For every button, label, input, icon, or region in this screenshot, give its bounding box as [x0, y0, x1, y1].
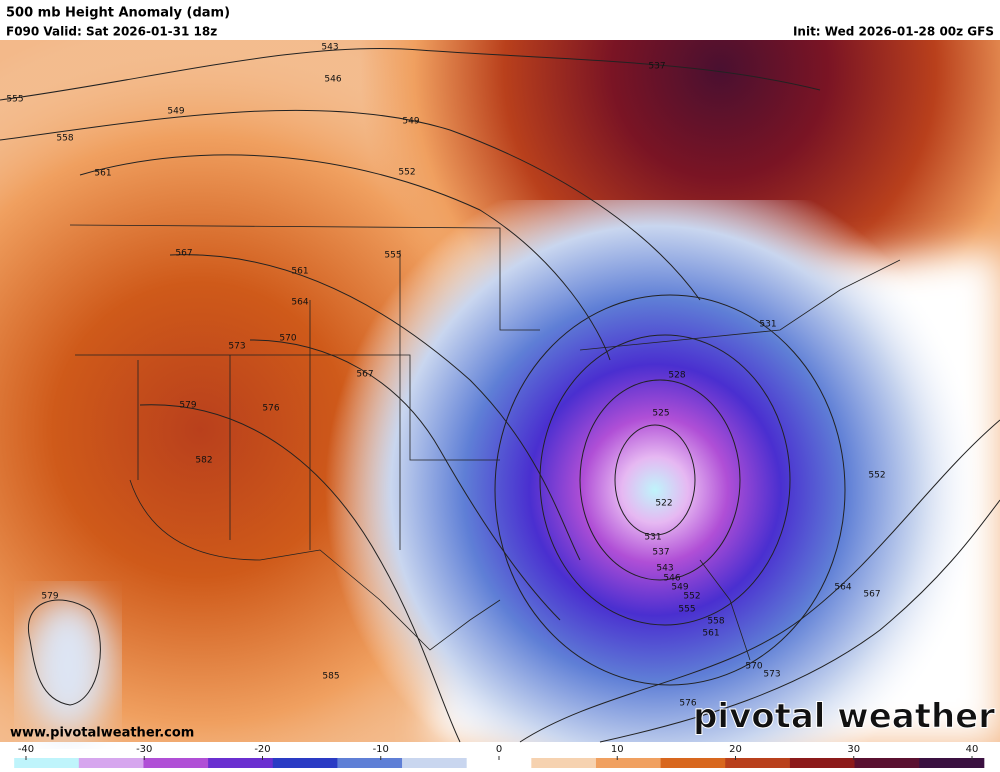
contour-label: 561 [702, 629, 719, 639]
contour-label: 570 [279, 334, 296, 344]
colorbar-tick-label: 40 [966, 744, 979, 755]
contour-label: 564 [834, 583, 851, 593]
contour-label: 585 [322, 672, 339, 682]
colorbar: -40 -30 -20 -10 0 10 20 30 40 [14, 744, 985, 768]
contour-label: 528 [668, 371, 685, 381]
contour-label: 552 [868, 471, 885, 481]
contour-label: 543 [321, 43, 338, 53]
colorbar-swatch [402, 758, 468, 768]
contour-label: 531 [759, 320, 776, 330]
contour-label: 579 [179, 401, 196, 411]
contour-label: 555 [384, 251, 401, 261]
anomaly-field [0, 40, 1000, 742]
colorbar-swatch [14, 758, 80, 768]
colorbar-swatch [272, 758, 338, 768]
contour-label: 546 [663, 574, 680, 584]
contour-label: 582 [195, 456, 212, 466]
contour-label: 531 [644, 533, 661, 543]
colorbar-tick-label: 20 [729, 744, 742, 755]
map-title: 500 mb Height Anomaly (dam) [6, 6, 230, 21]
colorbar-tick-label: -20 [254, 744, 270, 755]
contour-label: 579 [41, 592, 58, 602]
contour-label: 549 [402, 117, 419, 127]
contour-label: 552 [398, 168, 415, 178]
colorbar-tick-label: -10 [373, 744, 389, 755]
contour-label: 564 [291, 298, 308, 308]
contour-label: 537 [648, 62, 665, 72]
contour-label: 561 [94, 169, 111, 179]
contour-label: 567 [863, 590, 880, 600]
contour-label: 576 [262, 404, 279, 414]
contour-label: 558 [707, 617, 724, 627]
contour-label: 567 [356, 370, 373, 380]
colorbar-swatch [854, 758, 920, 768]
colorbar-swatch [789, 758, 856, 768]
colorbar-swatch [919, 758, 985, 768]
contour-label: 552 [683, 592, 700, 602]
contour-label: 558 [56, 134, 73, 144]
colorbar-swatch [78, 758, 144, 768]
colorbar-tick-label: -40 [18, 744, 34, 755]
contour-label: 555 [678, 605, 695, 615]
colorbar-tick-label: 0 [496, 744, 502, 755]
colorbar-swatch [143, 758, 209, 768]
logo: pivotal weather [693, 697, 995, 737]
contour-label: 576 [679, 699, 696, 709]
contour-label: 570 [745, 662, 762, 672]
colorbar-swatch [725, 758, 791, 768]
contour-label: 522 [655, 499, 672, 509]
contour-label: 555 [6, 95, 23, 105]
contours [0, 47, 1000, 743]
colorbar-tick-label: 30 [847, 744, 860, 755]
colorbar-swatch [208, 758, 274, 768]
colorbar-tick-label: -30 [136, 744, 152, 755]
contour-label: 573 [228, 342, 245, 352]
contour-label: 537 [652, 548, 669, 558]
contour-label: 525 [652, 409, 669, 419]
borders [69, 224, 901, 661]
colorbar-swatch [466, 758, 532, 768]
colorbar-swatch [660, 758, 726, 768]
contour-label: 549 [671, 583, 688, 593]
contour-label: 543 [656, 564, 673, 574]
init-time: Init: Wed 2026-01-28 00z GFS [793, 25, 994, 39]
contour-label: 567 [175, 249, 192, 259]
colorbar-tick-label: 10 [611, 744, 624, 755]
valid-time: F090 Valid: Sat 2026-01-31 18z [6, 25, 217, 39]
contour-label: 546 [324, 75, 341, 85]
colorbar-swatch [337, 758, 403, 768]
website: www.pivotalweather.com [10, 726, 194, 741]
contour-label: 573 [763, 670, 780, 680]
colorbar-swatch [595, 758, 662, 768]
contour-label: 549 [167, 107, 184, 117]
contour-label: 561 [291, 267, 308, 277]
colorbar-swatch [531, 758, 597, 768]
